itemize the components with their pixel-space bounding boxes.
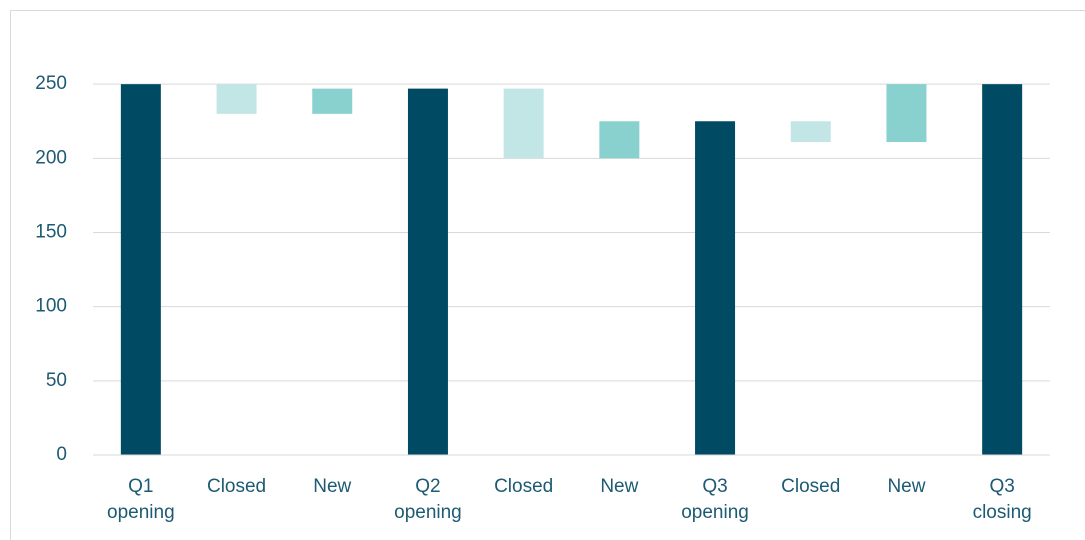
y-tick-label: 0 (56, 444, 67, 465)
chart-frame (10, 10, 1085, 540)
x-tick-label: New (600, 476, 638, 497)
x-tick-label: New (313, 476, 351, 497)
x-tick-label: Closed (781, 476, 840, 497)
y-tick-label: 150 (35, 222, 67, 243)
bar (407, 88, 448, 455)
bar (120, 84, 161, 456)
x-tick-label: Q2 opening (394, 476, 462, 523)
x-tick-label: Closed (494, 476, 553, 497)
y-tick-label: 200 (35, 147, 67, 168)
x-tick-label: Q1 opening (107, 476, 175, 523)
y-tick-label: 50 (46, 370, 67, 391)
bar (216, 84, 257, 114)
bar (312, 88, 353, 114)
bar (982, 84, 1023, 456)
bar (599, 121, 640, 159)
bar (886, 84, 927, 143)
x-tick-label: Q3 opening (681, 476, 749, 523)
bar (695, 121, 736, 455)
y-tick-label: 100 (35, 296, 67, 317)
bar (790, 121, 831, 143)
x-tick-label: Closed (207, 476, 266, 497)
bar (503, 88, 544, 159)
y-tick-label: 250 (35, 73, 67, 94)
x-tick-label: New (887, 476, 925, 497)
x-tick-label: Q3 closing (973, 476, 1032, 523)
